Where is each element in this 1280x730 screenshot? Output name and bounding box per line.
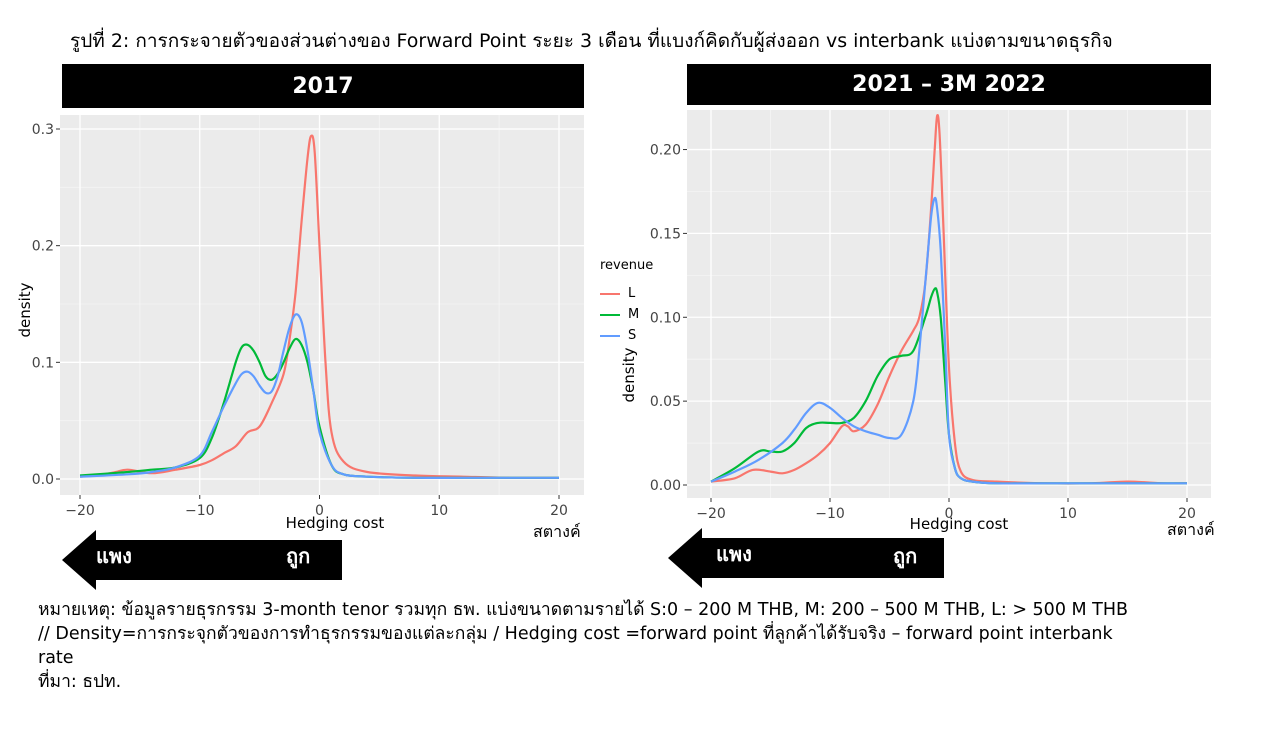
arrow-left-expensive-cheap — [62, 530, 342, 590]
y-tick-label: 0.05 — [650, 394, 681, 410]
legend-label-l: L — [628, 286, 636, 301]
x-axis-label: Hedging cost — [910, 515, 1009, 533]
x-tick-label: −20 — [65, 503, 95, 519]
x-tick-label: 20 — [550, 503, 568, 519]
legend-title: revenue — [600, 258, 654, 273]
legend-label-s: S — [628, 328, 637, 343]
x-tick-label: −10 — [185, 503, 215, 519]
legend-item-s: S — [600, 325, 653, 346]
arrow-right-expensive-label: แพง — [716, 542, 752, 566]
y-tick-label: 0.10 — [650, 310, 681, 326]
note-line-1: หมายเหตุ: ข้อมูลรายธุรกรรม 3-month tenor… — [38, 600, 1129, 620]
density-chart-2017: −20 −10 0 10 20 0.0 0.1 0.2 0.3 Hedging cost densi… — [16, 115, 584, 532]
series-line-s — [710, 196, 1187, 485]
y-tick-label: 0.20 — [650, 143, 681, 159]
series-line-s — [79, 313, 559, 479]
legend-swatch-l — [600, 292, 620, 295]
x-tick-label: 10 — [430, 503, 448, 519]
x-tick-label: −20 — [696, 506, 726, 522]
arrow-right-cheap-label: ถูก — [893, 544, 918, 568]
y-tick-label: 0.15 — [650, 226, 681, 242]
note-line-3: rate — [38, 648, 74, 668]
series-line-l — [710, 113, 1188, 485]
y-axis-label: density — [620, 347, 638, 402]
legend-item-l: L — [600, 283, 653, 304]
x-axis-label: Hedging cost — [286, 514, 385, 532]
panel-title-2017: 2017 — [62, 64, 584, 108]
x-tick-label: 0 — [315, 503, 324, 519]
y-tick-label: 0.00 — [650, 478, 681, 494]
figure-notes: หมายเหตุ: ข้อมูลรายธุรกรรม 3-month tenor… — [38, 598, 1268, 694]
panel-title-2021-2022: 2021 – 3M 2022 — [687, 64, 1211, 105]
unit-label-left: สตางค์ — [533, 522, 581, 541]
unit-label-right: สตางค์ — [1167, 520, 1215, 539]
y-tick-label: 0.3 — [32, 122, 54, 138]
y-tick-label: 0.0 — [32, 472, 54, 488]
arrow-left-expensive-label: แพง — [96, 544, 132, 568]
arrow-right-expensive-cheap — [668, 528, 944, 588]
density-chart-2021-2022: −20 −10 0 10 20 0.00 0.05 0.10 0.15 0.20 Hedging c… — [620, 110, 1211, 533]
arrow-left-cheap-label: ถูก — [286, 544, 311, 568]
legend-swatch-s — [600, 334, 620, 337]
x-tick-label: 10 — [1059, 506, 1077, 522]
y-axis-label: density — [16, 282, 34, 337]
note-source: ที่มา: ธปท. — [38, 672, 122, 692]
y-tick-label: 0.2 — [32, 239, 54, 255]
y-tick-label: 0.1 — [32, 355, 54, 371]
legend-swatch-m — [600, 313, 620, 316]
x-tick-label: 0 — [945, 506, 954, 522]
legend-item-m: M — [600, 304, 653, 325]
x-tick-label: −10 — [815, 506, 845, 522]
x-tick-label: 20 — [1178, 506, 1196, 522]
note-line-2: // Density=การกระจุกตัวของการทำธุรกรรมขอ… — [38, 624, 1113, 644]
figure-title: รูปที่ 2: การกระจายตัวของส่วนต่างของ For… — [70, 30, 1113, 52]
legend-label-m: M — [628, 307, 640, 322]
legend: revenue L M S — [600, 258, 653, 346]
